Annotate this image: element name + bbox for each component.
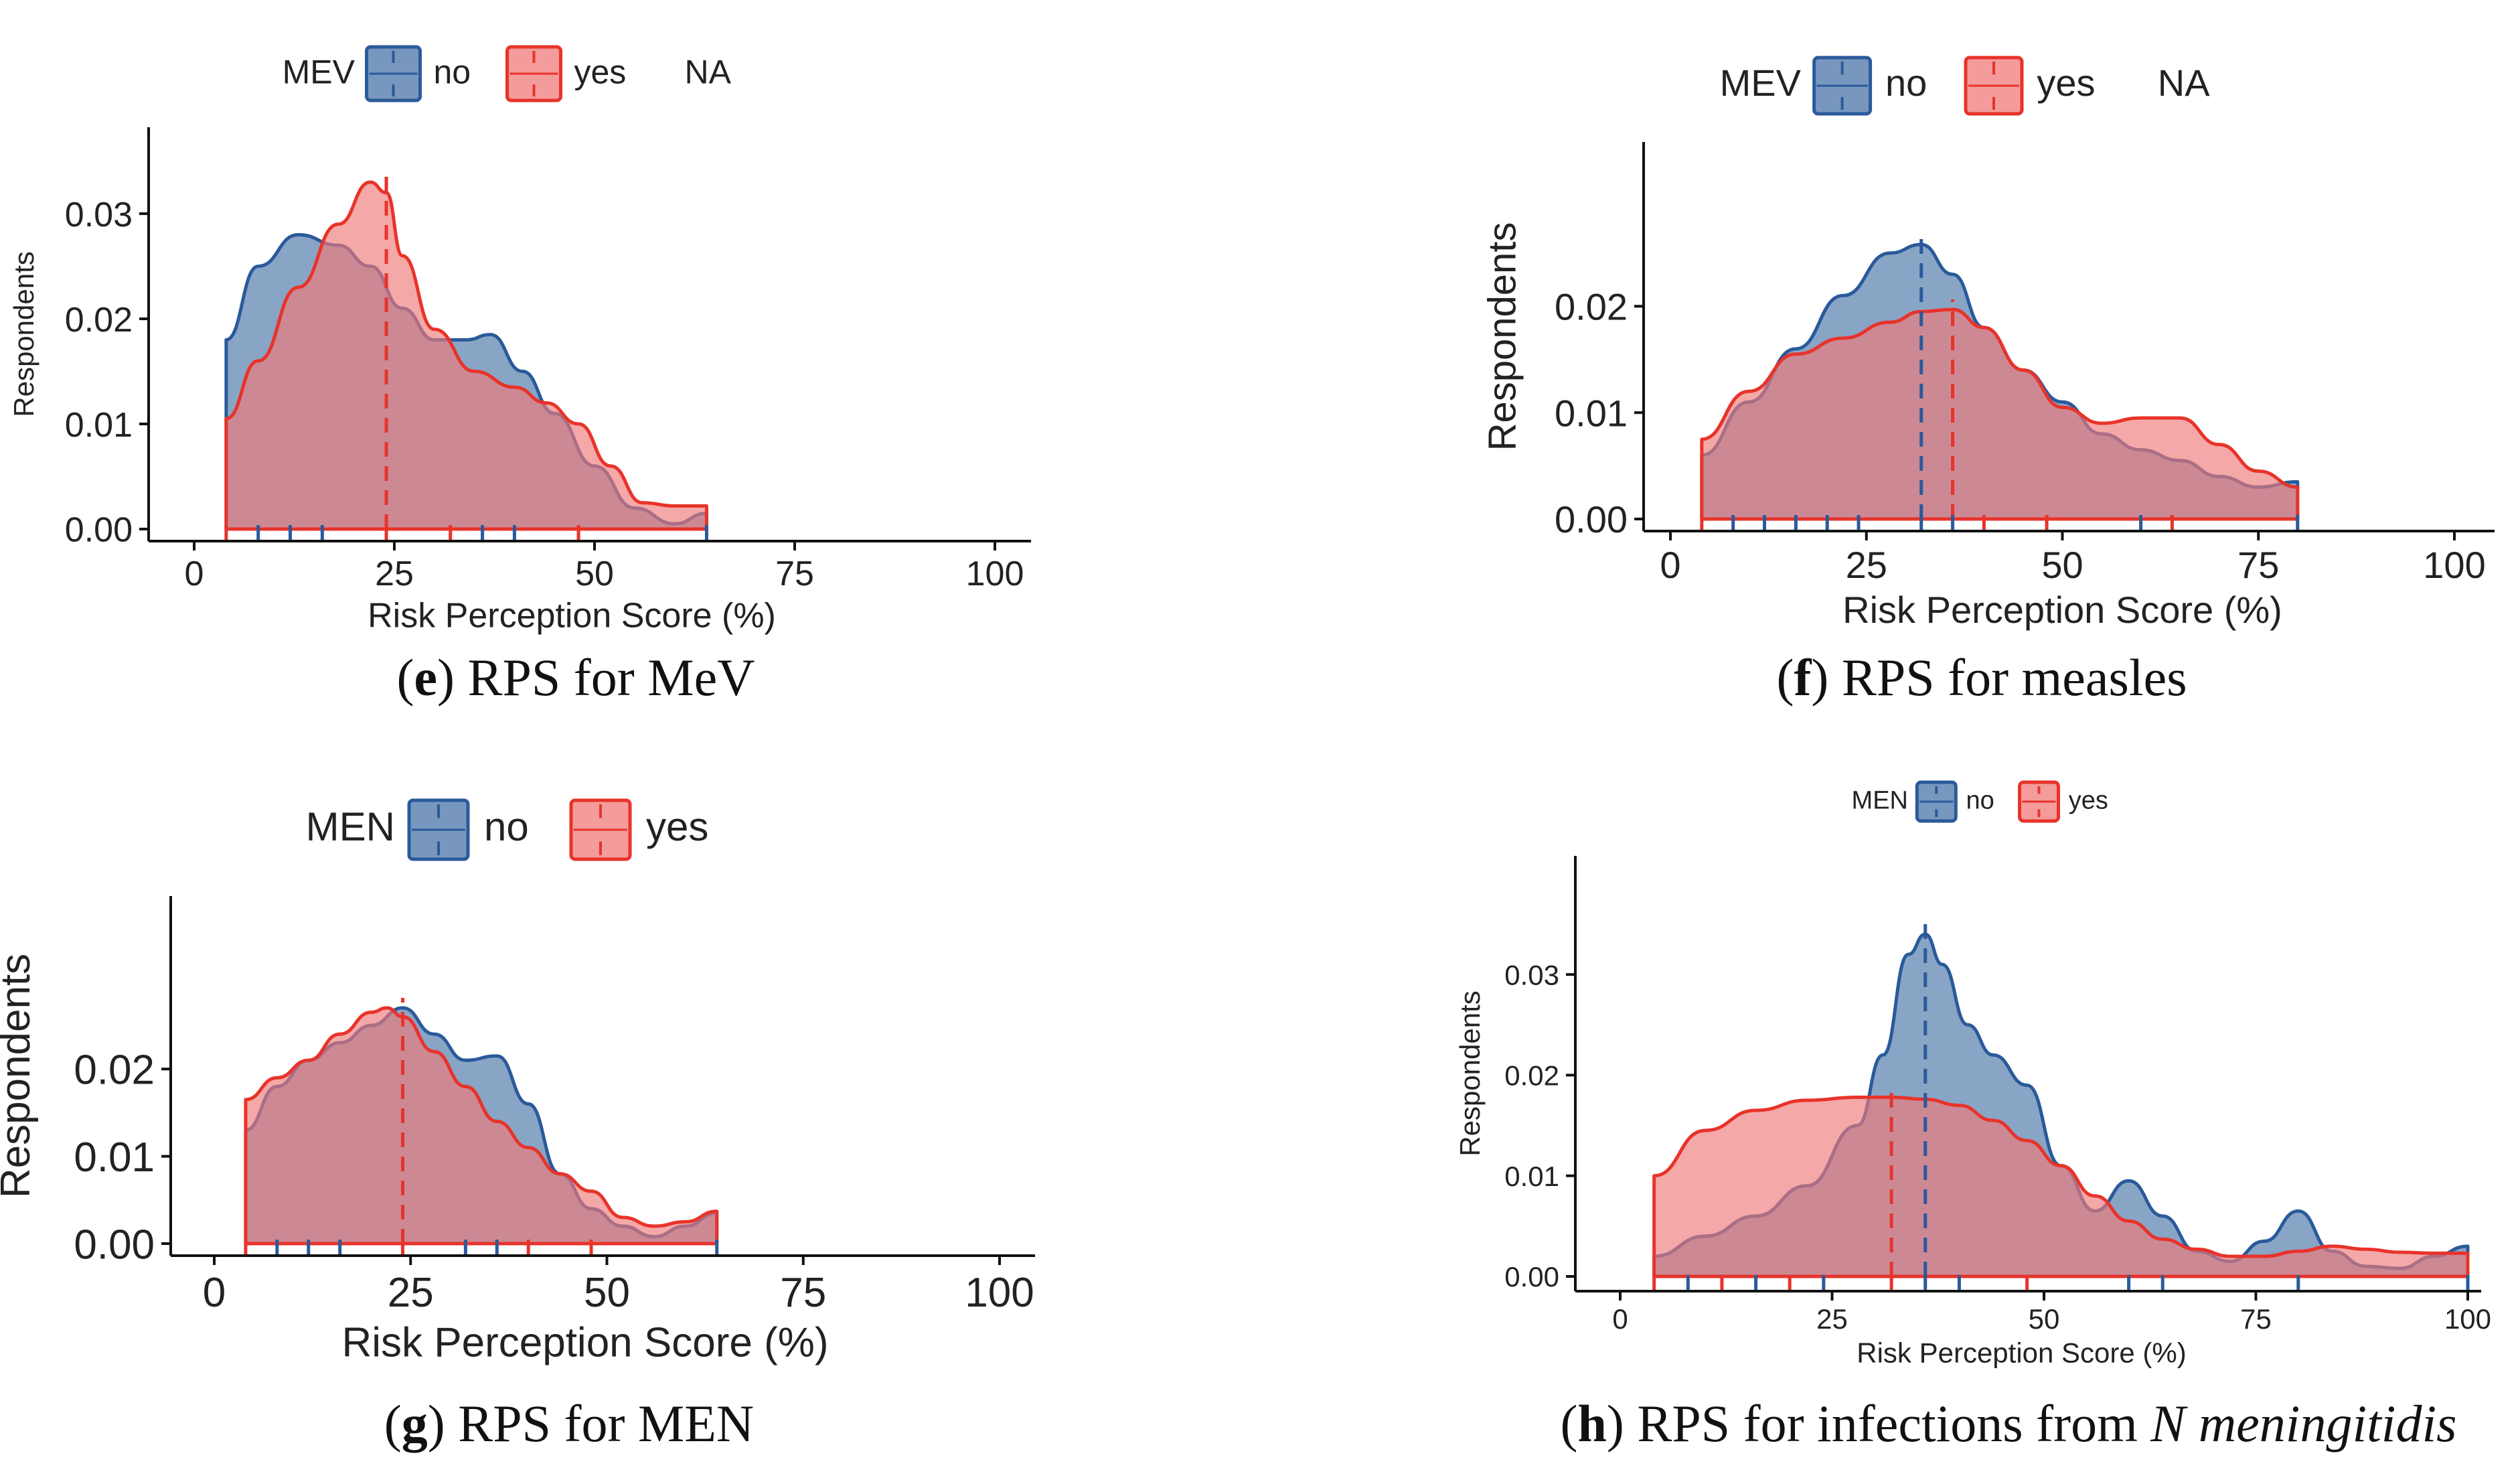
caption-open-paren: (: [396, 648, 414, 707]
x-tick-label: 25: [375, 555, 414, 593]
x-tick-label: 25: [1816, 1303, 1848, 1335]
legend-label-no: no: [1966, 786, 1994, 814]
y-axis-title: Respondents: [1481, 222, 1524, 451]
x-tick-label: 75: [775, 555, 814, 593]
x-tick-label: 100: [966, 555, 1024, 593]
legend-label-yes: yes: [574, 53, 627, 90]
caption-letter: f: [1794, 648, 1812, 707]
panel-caption: (h) RPS for infections from N meningitid…: [1561, 1394, 2457, 1453]
x-tick-label: 0: [1612, 1303, 1628, 1335]
legend-label-yes: yes: [646, 804, 708, 849]
y-axis-title: Respondents: [1454, 990, 1486, 1157]
x-tick-label: 50: [575, 555, 614, 593]
x-tick-label: 75: [780, 1270, 826, 1316]
panel-caption: (e) RPS for MeV: [396, 648, 755, 707]
caption-open-paren: (: [1776, 648, 1794, 707]
chart-panel-h: 0 25 50 75 100 0.00 0.01 0.02 0.03 Risk Perceptio…: [1454, 780, 2491, 1453]
x-tick-label: 75: [2237, 544, 2279, 586]
y-tick-label: 0.03: [65, 196, 133, 234]
legend: MEN no yes: [1852, 780, 2108, 823]
legend: MEV no yes NA: [1720, 56, 2210, 116]
y-tick-label: 0.02: [1555, 285, 1628, 327]
x-tick-label: 50: [584, 1270, 630, 1316]
legend-title: MEN: [306, 804, 395, 849]
caption-text: ) RPS for infections from: [1607, 1394, 2150, 1453]
caption-text: ) RPS for MEN: [428, 1394, 755, 1453]
x-tick-label: 50: [2029, 1303, 2060, 1335]
legend-label-no: no: [484, 804, 529, 849]
caption-letter: e: [414, 648, 437, 707]
y-tick-label: 0.03: [1504, 959, 1559, 990]
y-tick-label: 0.01: [65, 406, 133, 445]
x-tick-label: 0: [203, 1270, 226, 1316]
legend-label-no: no: [434, 53, 471, 90]
x-tick-label: 0: [1660, 544, 1680, 586]
caption-letter: g: [402, 1394, 428, 1453]
x-tick-label: 100: [2444, 1303, 2491, 1335]
x-tick-label: 25: [1846, 544, 1887, 586]
caption-text: ) RPS for MeV: [437, 648, 755, 707]
legend: MEN no yes: [306, 798, 708, 861]
caption-letter: h: [1577, 1394, 1606, 1453]
y-tick-label: 0.00: [74, 1222, 155, 1268]
y-tick-label: 0.00: [1555, 498, 1628, 540]
x-tick-label: 100: [965, 1270, 1034, 1316]
x-axis-title: Risk Perception Score (%): [1857, 1337, 2187, 1368]
y-tick-label: 0.00: [1504, 1261, 1559, 1292]
y-tick-label: 0.01: [1504, 1161, 1559, 1192]
legend-label-yes: yes: [2069, 786, 2108, 814]
caption-text: ) RPS for measles: [1811, 648, 2187, 707]
x-tick-label: 0: [185, 555, 204, 593]
x-tick-label: 50: [2041, 544, 2083, 586]
y-tick-label: 0.02: [65, 301, 133, 340]
legend-title: MEN: [1852, 786, 1908, 814]
density-area-yes: [224, 180, 708, 531]
x-tick-label: 75: [2240, 1303, 2272, 1335]
legend-label-na: NA: [2158, 62, 2210, 104]
chart-panel-e: 0 25 50 75 100 0.00 0.01 0.02 0.03 Risk Perceptio…: [8, 45, 1031, 707]
y-tick-label: 0.02: [74, 1047, 155, 1094]
chart-panel-f: 0 25 50 75 100 0.00 0.01 0.02 Risk Perception Sc…: [1481, 56, 2495, 707]
x-axis-title: Risk Perception Score (%): [341, 1319, 828, 1365]
y-axis-title: Respondents: [0, 954, 39, 1198]
legend-label-na: NA: [685, 53, 732, 90]
y-tick-label: 0.00: [65, 511, 133, 550]
density-area-yes: [1700, 307, 2300, 521]
legend-label-yes: yes: [2037, 62, 2095, 104]
legend: MEV no yes NA: [283, 45, 732, 102]
legend-title: MEV: [1720, 62, 1802, 104]
x-axis-title: Risk Perception Score (%): [368, 596, 776, 635]
panel-caption: (f) RPS for measles: [1776, 648, 2187, 707]
legend-title: MEV: [283, 53, 356, 90]
legend-label-no: no: [1885, 62, 1927, 104]
x-axis-title: Risk Perception Score (%): [1842, 589, 2282, 631]
y-tick-label: 0.01: [1555, 392, 1628, 434]
caption-open-paren: (: [384, 1394, 402, 1453]
caption-open-paren: (: [1561, 1394, 1578, 1453]
panel-caption: (g) RPS for MEN: [384, 1394, 755, 1453]
y-tick-label: 0.01: [74, 1134, 155, 1181]
x-tick-label: 100: [2423, 544, 2485, 586]
density-area-yes: [244, 1006, 719, 1246]
chart-panel-g: 0 25 50 75 100 0.00 0.01 0.02 Risk Perception Sc…: [0, 798, 1035, 1453]
caption-italic: N meningitidis: [2150, 1394, 2456, 1453]
y-tick-label: 0.02: [1504, 1060, 1559, 1092]
x-tick-label: 25: [388, 1270, 434, 1316]
density-area-yes: [1652, 1095, 2470, 1278]
y-axis-title: Respondents: [8, 251, 40, 417]
